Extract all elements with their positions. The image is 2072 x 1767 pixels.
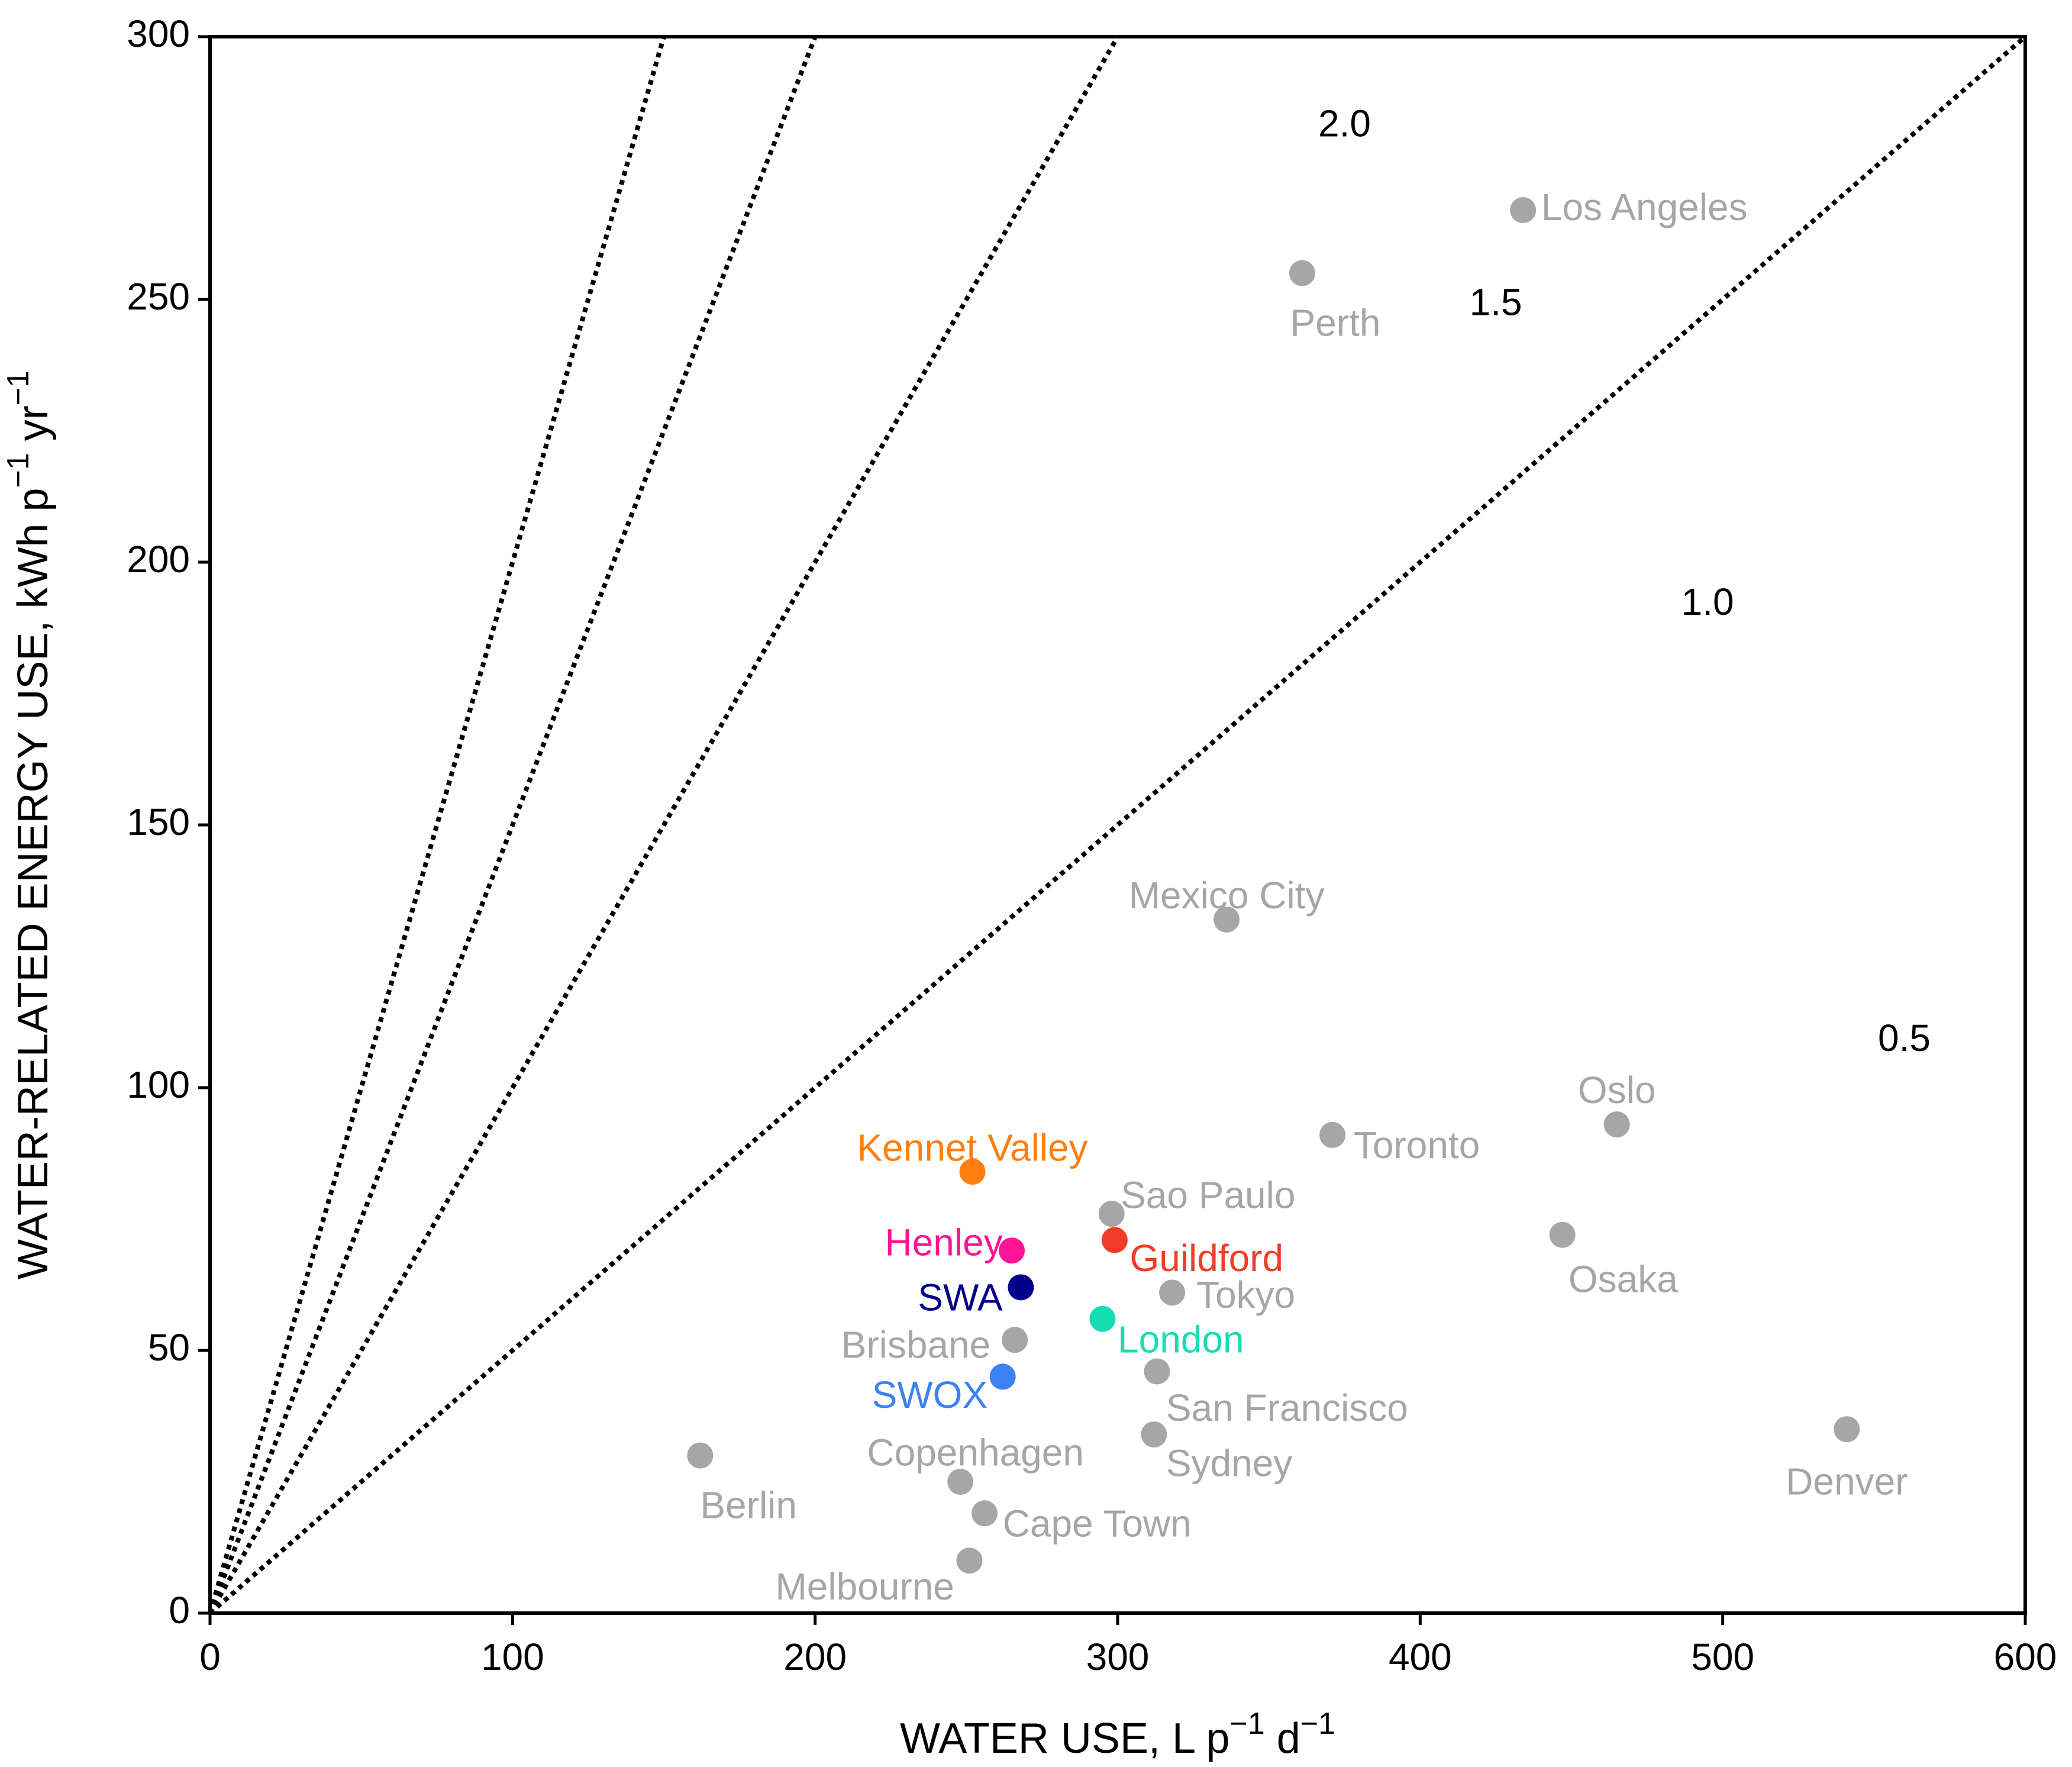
point-tokyo — [1159, 1279, 1186, 1306]
x-tick-label: 300 — [1086, 1636, 1150, 1678]
point-swa — [1008, 1274, 1034, 1301]
reference-line-label-1-0: 1.0 — [1682, 581, 1734, 623]
point-label-oslo: Oslo — [1578, 1069, 1656, 1111]
point-label-kennet-valley: Kennet Valley — [857, 1126, 1087, 1169]
point-copenhagen — [947, 1469, 974, 1495]
reference-line-1-0 — [210, 37, 1120, 1613]
point-cape-town — [972, 1500, 998, 1527]
point-label-tokyo: Tokyo — [1196, 1273, 1295, 1316]
y-tick-label: 150 — [127, 801, 190, 843]
reference-line-1-5 — [210, 37, 818, 1613]
reference-line-0-5 — [210, 37, 2025, 1613]
point-label-swox: SWOX — [872, 1373, 988, 1416]
point-kennet-valley — [959, 1159, 986, 1185]
point-label-cape-town: Cape Town — [1003, 1502, 1192, 1544]
y-tick-label: 100 — [127, 1063, 190, 1106]
point-label-copenhagen: Copenhagen — [867, 1431, 1084, 1474]
point-brisbane — [1002, 1327, 1028, 1353]
y-axis-ticks: 0 50 100 150 200 250 300 — [127, 12, 210, 1631]
x-tick-label: 100 — [481, 1636, 544, 1678]
x-tick-label: 500 — [1691, 1636, 1754, 1678]
x-tick-label: 600 — [1994, 1636, 2057, 1678]
reference-line-label-2-0: 2.0 — [1318, 102, 1371, 145]
point-guildford — [1101, 1227, 1128, 1253]
point-label-perth: Perth — [1290, 301, 1380, 344]
reference-line-2-0 — [210, 37, 666, 1613]
y-tick-label: 200 — [127, 538, 190, 581]
point-label-henley: Henley — [885, 1221, 1002, 1263]
reference-line-labels-group: 2.0 1.5 1.0 0.5 — [1318, 102, 1931, 1059]
data-points-group — [687, 197, 1860, 1574]
x-axis-label: WATER USE, L p−1 d−1 — [900, 1707, 1335, 1762]
point-label-guildford: Guildford — [1129, 1237, 1283, 1279]
point-label-sydney: Sydney — [1166, 1442, 1292, 1484]
point-toronto — [1319, 1121, 1346, 1148]
point-label-denver: Denver — [1786, 1460, 1908, 1502]
y-axis-label: WATER-RELATED ENERGY USE, kWh p−1 yr−1 — [1, 370, 57, 1279]
point-sao-paulo — [1098, 1201, 1125, 1227]
x-tick-label: 200 — [783, 1636, 847, 1678]
point-berlin — [687, 1442, 714, 1469]
reference-lines-group — [210, 37, 2025, 1613]
point-denver — [1834, 1416, 1860, 1443]
point-label-melbourne: Melbourne — [775, 1565, 954, 1608]
point-label-swa: SWA — [918, 1276, 1003, 1319]
point-label-mexico-city: Mexico City — [1129, 874, 1325, 917]
y-tick-label: 0 — [169, 1589, 190, 1631]
point-label-berlin: Berlin — [700, 1484, 797, 1526]
point-oslo — [1603, 1111, 1630, 1138]
point-perth — [1289, 260, 1315, 286]
point-label-london: London — [1118, 1318, 1244, 1361]
point-melbourne — [956, 1547, 983, 1574]
point-labels-group: Los Angeles Perth Mexico City Oslo Toronto Sa… — [700, 186, 1908, 1608]
point-sydney — [1141, 1421, 1167, 1448]
point-osaka — [1549, 1221, 1576, 1248]
reference-line-label-0-5: 0.5 — [1878, 1017, 1931, 1059]
point-mexico-city — [1213, 906, 1240, 933]
point-label-toronto: Toronto — [1354, 1124, 1480, 1166]
point-label-brisbane: Brisbane — [841, 1323, 991, 1366]
point-london — [1089, 1305, 1116, 1332]
y-tick-label: 50 — [148, 1326, 190, 1369]
point-henley — [999, 1237, 1025, 1264]
y-tick-label: 250 — [127, 275, 190, 318]
reference-line-label-1-5: 1.5 — [1470, 281, 1522, 324]
x-axis-ticks: 0 100 200 300 400 500 600 — [199, 1613, 2057, 1678]
point-label-sao-paulo: Sao Paulo — [1121, 1173, 1295, 1216]
point-los-angeles — [1510, 197, 1537, 224]
y-tick-label: 300 — [127, 12, 190, 55]
point-label-osaka: Osaka — [1568, 1257, 1678, 1300]
x-tick-label: 400 — [1389, 1636, 1452, 1678]
point-swox — [989, 1363, 1016, 1390]
point-san-francisco — [1144, 1358, 1170, 1385]
point-label-los-angeles: Los Angeles — [1541, 186, 1748, 228]
x-tick-label: 0 — [199, 1636, 221, 1678]
point-label-san-francisco: San Francisco — [1166, 1386, 1408, 1429]
